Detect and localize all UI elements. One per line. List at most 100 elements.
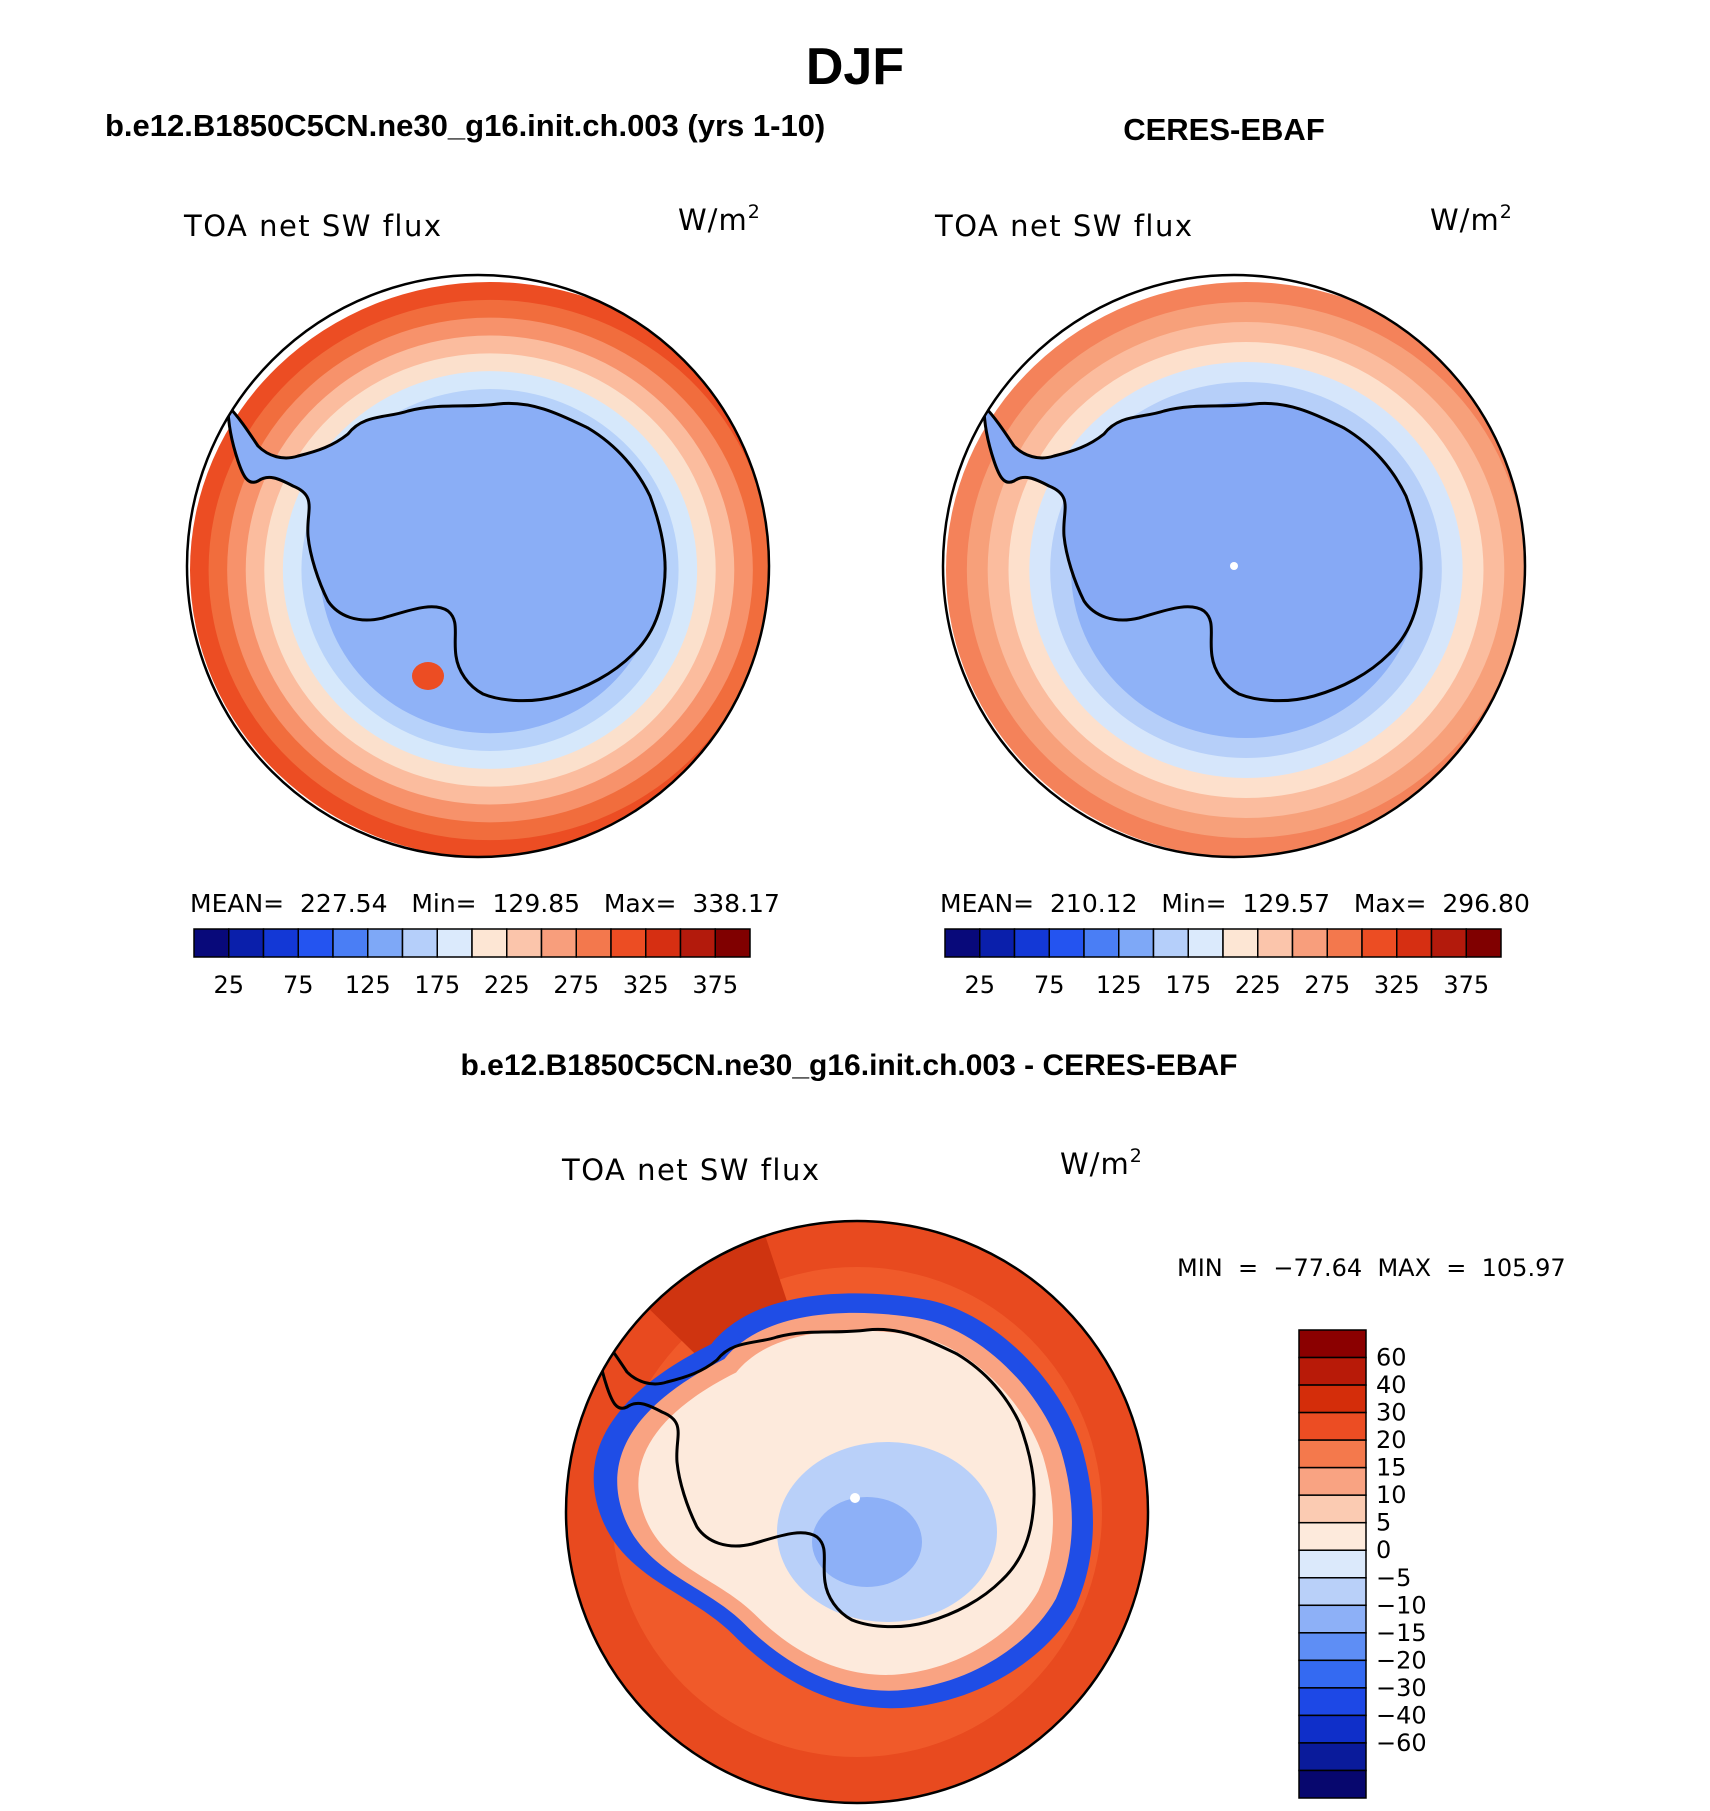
colorbar-tick-label: 225: [484, 971, 530, 999]
colorbar-tick-label: 125: [1096, 971, 1142, 999]
map-obs-border: [941, 273, 1527, 859]
colorbar-swatch: [1298, 1687, 1367, 1717]
colorbar-swatch: [401, 928, 438, 958]
map-diff-border: [564, 1219, 1150, 1805]
colorbar-swatch: [1396, 928, 1433, 958]
colorbar-swatch: [1118, 928, 1155, 958]
colorbar-swatch: [1298, 1632, 1367, 1662]
colorbar-tick-label: 325: [623, 971, 669, 999]
map-diff-pole-dot: [850, 1493, 860, 1503]
panel-diff-variable: TOA net SW flux: [561, 1153, 821, 1187]
colorbar-swatch: [1222, 928, 1259, 958]
map-model-warm-spot: [412, 662, 444, 690]
colorbar-swatch: [979, 928, 1016, 958]
colorbar-tick-label: −20: [1376, 1646, 1427, 1674]
colorbar-swatch: [1013, 928, 1050, 958]
colorbar-swatch: [1298, 1577, 1367, 1607]
colorbar-swatch: [575, 928, 612, 958]
colorbar-swatch: [506, 928, 543, 958]
colorbar-tick-label: −30: [1376, 1674, 1427, 1702]
colorbar-tick-label: −60: [1376, 1729, 1427, 1757]
panel-diff-units-exp: 2: [1130, 1145, 1143, 1167]
colorbar-tick-label: 15: [1376, 1454, 1407, 1482]
colorbar-tick-label: 275: [553, 971, 599, 999]
panel-obs-title: CERES-EBAF: [1123, 112, 1325, 147]
colorbar-tick-label: −40: [1376, 1701, 1427, 1729]
colorbar-swatch: [1298, 1356, 1367, 1386]
panel-model-variable: TOA net SW flux: [183, 209, 443, 243]
map-diff-blue-center: [812, 1497, 922, 1587]
colorbar-tick-label: 0: [1376, 1536, 1391, 1564]
colorbar-obs: 25 75 125 175 225 275 325 375: [944, 928, 1502, 999]
colorbar-tick-label: 40: [1376, 1371, 1407, 1399]
panel-obs-variable: TOA net SW flux: [934, 209, 1194, 243]
colorbar-swatch: [262, 928, 299, 958]
map-obs-pole-dot: [1230, 562, 1238, 570]
colorbar-tick-label: 75: [283, 971, 314, 999]
colorbar-swatch: [1291, 928, 1328, 958]
panel-diff: b.e12.B1850C5CN.ne30_g16.init.ch.003 - C…: [461, 1049, 1566, 1805]
panel-diff-units-base: W/m: [1060, 1147, 1130, 1181]
colorbar-tick-label: −5: [1376, 1564, 1411, 1592]
colorbar-tick-label: 60: [1376, 1344, 1407, 1372]
colorbar-swatch: [645, 928, 682, 958]
colorbar-swatch: [436, 928, 473, 958]
colorbar-swatch: [1361, 928, 1398, 958]
colorbar-swatch: [1430, 928, 1467, 958]
panel-model-stats: MEAN= 227.54 Min= 129.85 Max= 338.17: [190, 889, 780, 918]
colorbar-tick-label: 30: [1376, 1399, 1407, 1427]
colorbar-swatch: [1298, 1659, 1367, 1689]
panel-obs: CERES-EBAF TOA net SW flux W/m2 MEAN= 21…: [934, 112, 1530, 999]
colorbar-swatch: [1298, 1714, 1367, 1744]
colorbar-tick-label: 5: [1376, 1509, 1391, 1537]
colorbar-tick-label: 375: [692, 971, 738, 999]
map-model-border: [185, 273, 771, 859]
colorbar-swatch: [1298, 1549, 1367, 1579]
colorbar-swatch: [1465, 928, 1502, 958]
colorbar-tick-label: 275: [1304, 971, 1350, 999]
colorbar-swatch: [1083, 928, 1120, 958]
colorbar-swatch: [1298, 1329, 1367, 1359]
map-diff: [566, 1221, 1148, 1803]
panel-obs-stats: MEAN= 210.12 Min= 129.57 Max= 296.80: [940, 889, 1530, 918]
map-obs: [946, 282, 1525, 857]
panel-obs-units-base: W/m: [1430, 203, 1500, 237]
colorbar-swatch: [1326, 928, 1363, 958]
colorbar-tick-label: 325: [1374, 971, 1420, 999]
colorbar-swatch: [1298, 1494, 1367, 1524]
colorbar-swatch: [297, 928, 334, 958]
panel-obs-units: W/m2: [1430, 201, 1513, 237]
colorbar-tick-label: 125: [345, 971, 391, 999]
colorbar-swatch: [332, 928, 369, 958]
colorbar-tick-label: 10: [1376, 1481, 1407, 1509]
colorbar-swatch: [610, 928, 647, 958]
panel-diff-title: b.e12.B1850C5CN.ne30_g16.init.ch.003 - C…: [461, 1049, 1238, 1082]
colorbar-swatch: [367, 928, 404, 958]
colorbar-tick-label: 175: [1165, 971, 1211, 999]
colorbar-tick-label: 20: [1376, 1426, 1407, 1454]
colorbar-swatch: [679, 928, 716, 958]
colorbar-swatch: [1298, 1742, 1367, 1772]
colorbar-tick-label: 175: [414, 971, 460, 999]
colorbar-swatch: [1298, 1411, 1367, 1441]
colorbar-model: 25 75 125 175 225 275 325 375: [193, 928, 751, 999]
colorbar-swatch: [1187, 928, 1224, 958]
colorbar-tick-label: 25: [964, 971, 995, 999]
colorbar-tick-label: 75: [1034, 971, 1065, 999]
map-model: [190, 282, 769, 857]
colorbar-swatch: [193, 928, 230, 958]
colorbar-tick-label: 225: [1235, 971, 1281, 999]
panel-model: b.e12.B1850C5CN.ne30_g16.init.ch.003 (yr…: [105, 108, 825, 999]
colorbar-tick-label: 25: [213, 971, 244, 999]
figure-title: DJF: [806, 38, 904, 96]
panel-model-title: b.e12.B1850C5CN.ne30_g16.init.ch.003 (yr…: [105, 108, 825, 143]
panel-obs-units-exp: 2: [1500, 201, 1513, 223]
colorbar-swatch: [1298, 1769, 1367, 1799]
colorbar-swatch: [1298, 1604, 1367, 1634]
colorbar-swatch: [540, 928, 577, 958]
panel-diff-stats: MIN = −77.64 MAX = 105.97: [1177, 1254, 1566, 1282]
colorbar-swatch: [1257, 928, 1294, 958]
colorbar-tick-label: −15: [1376, 1619, 1427, 1647]
